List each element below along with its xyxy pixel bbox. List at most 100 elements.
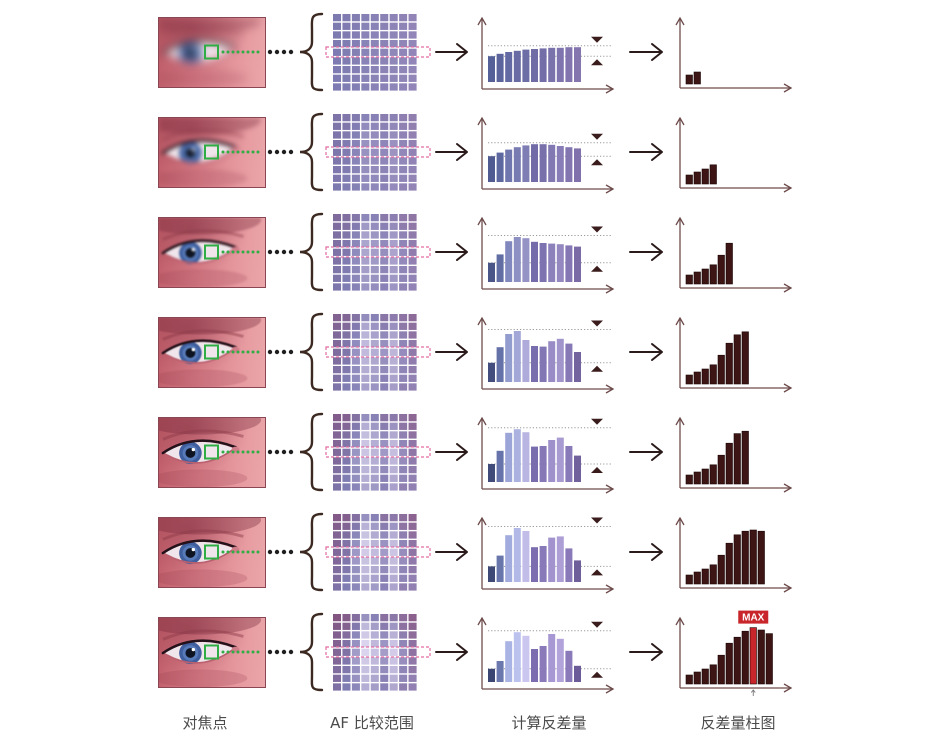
histogram-bar xyxy=(717,254,725,285)
grid-cell xyxy=(389,83,398,91)
contrast-bar xyxy=(574,352,581,382)
x-axis-arrow xyxy=(605,184,615,194)
grid-cell xyxy=(399,414,408,422)
under-eye-shade xyxy=(159,469,248,487)
grid-cell xyxy=(370,66,379,74)
dot xyxy=(274,49,280,55)
down-triangle-icon xyxy=(591,226,603,233)
grid-cell xyxy=(380,583,389,591)
row-diagram xyxy=(204,12,793,94)
grid-cell xyxy=(399,622,408,630)
focus-dotted-line xyxy=(221,450,260,454)
grid-cell xyxy=(361,666,370,674)
grid-cell xyxy=(408,66,417,74)
contrast-bar xyxy=(531,241,538,282)
grid-cell xyxy=(380,540,389,548)
grid-cell xyxy=(389,348,398,356)
grid-cell xyxy=(389,474,398,482)
af-step-row xyxy=(0,300,951,400)
left-curly-brace-icon xyxy=(299,512,324,592)
caption-contrast-histogram: 反差量柱图 xyxy=(700,714,776,732)
grid-cell xyxy=(361,622,370,630)
grid-cell xyxy=(351,214,360,222)
grid-cell xyxy=(342,674,351,682)
grid-cell xyxy=(333,314,342,322)
grid-cell xyxy=(342,357,351,365)
contrast-bar xyxy=(574,47,581,82)
grid-cell xyxy=(361,457,370,465)
grid-cell xyxy=(380,366,389,374)
grid-cell xyxy=(380,83,389,91)
grid-cell xyxy=(408,648,417,656)
grid-cell xyxy=(361,440,370,448)
dot xyxy=(288,449,294,455)
af-grid xyxy=(333,414,417,491)
grid-cell xyxy=(351,231,360,239)
grid-cell xyxy=(380,383,389,391)
grid-cell xyxy=(380,548,389,556)
upper-lash-line xyxy=(161,439,237,455)
brow-shadow xyxy=(159,318,262,335)
histogram-bar xyxy=(717,554,725,585)
grid-cell xyxy=(333,266,342,274)
connector-dots xyxy=(267,349,294,355)
up-triangle-icon xyxy=(591,365,603,372)
contrast-bar xyxy=(496,555,504,582)
eye-highlight xyxy=(191,347,196,352)
upper-lash-line xyxy=(161,639,237,655)
grid-cell xyxy=(333,366,342,374)
grid-cell xyxy=(399,122,408,130)
grid-cell xyxy=(389,448,398,456)
grid-cell xyxy=(342,248,351,256)
right-arrow-icon xyxy=(629,343,663,361)
y-axis-arrow xyxy=(477,616,487,626)
dot xyxy=(274,249,280,255)
grid-cell xyxy=(342,574,351,582)
contrast-bar xyxy=(574,665,581,682)
contrast-bar xyxy=(539,546,547,582)
grid-cell xyxy=(408,340,417,348)
histogram-bar xyxy=(757,530,765,585)
grid-cell xyxy=(333,374,342,382)
grid-cell xyxy=(408,431,417,439)
grid-cell xyxy=(370,674,379,682)
row-diagram xyxy=(204,412,793,494)
grid-cell xyxy=(333,383,342,391)
grid-cell xyxy=(380,566,389,574)
contrast-bar xyxy=(531,49,538,82)
grid-cell xyxy=(361,557,370,565)
under-eye-shade xyxy=(159,169,248,187)
grid-cell xyxy=(399,248,408,256)
dot xyxy=(281,549,287,555)
grid-cell xyxy=(399,231,408,239)
grid-cell xyxy=(408,474,417,482)
af-grid xyxy=(333,614,417,691)
histogram-bar xyxy=(709,164,717,185)
grid-cell xyxy=(351,383,360,391)
contrast-bar xyxy=(539,646,547,682)
contrast-bar xyxy=(565,147,573,182)
grid-cell xyxy=(333,131,342,139)
connector-dots xyxy=(267,549,294,555)
connector-dots xyxy=(267,49,294,55)
histogram-chart xyxy=(675,316,793,393)
grid-cell xyxy=(361,48,370,56)
grid-cell xyxy=(370,148,379,156)
dot xyxy=(251,450,255,454)
grid-cell xyxy=(351,548,360,556)
grid-cell xyxy=(342,140,351,148)
y-axis-arrow xyxy=(477,16,487,26)
grid-cell xyxy=(389,666,398,674)
grid-cell xyxy=(361,214,370,222)
grid-cell xyxy=(408,448,417,456)
grid-cell xyxy=(342,74,351,82)
grid-cell xyxy=(389,57,398,65)
grid-cell xyxy=(342,148,351,156)
grid-cell xyxy=(351,240,360,248)
grid-cell xyxy=(351,522,360,530)
grid-cell xyxy=(389,548,398,556)
dot xyxy=(267,649,273,655)
grid-cell xyxy=(380,657,389,665)
grid-cell xyxy=(389,640,398,648)
grid-cell xyxy=(399,574,408,582)
